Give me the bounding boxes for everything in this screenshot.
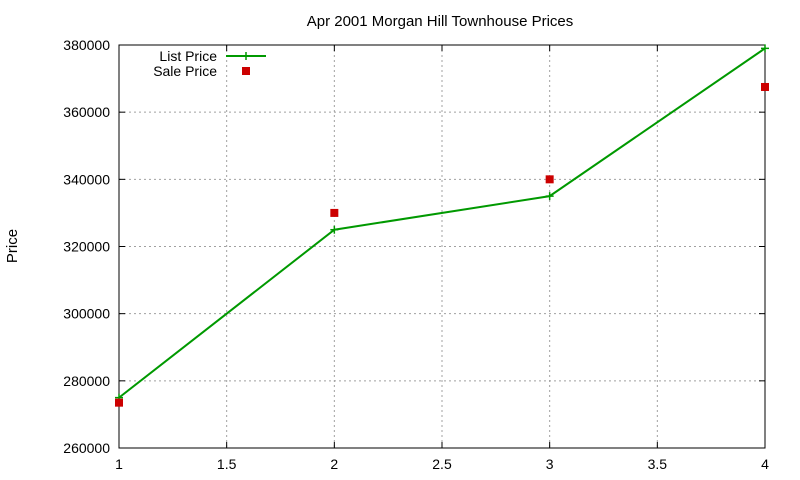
y-tick-label: 320000: [63, 239, 110, 255]
legend-label-sale-price: Sale Price: [153, 63, 217, 79]
x-tick-label: 3: [546, 456, 554, 472]
series-group: [115, 44, 769, 407]
x-tick-label: 1.5: [217, 456, 237, 472]
x-tick-label: 1: [115, 456, 123, 472]
list-price-point: [545, 192, 554, 201]
grid: [119, 45, 765, 448]
list-price-line: [118, 47, 766, 399]
y-tick-label: 340000: [63, 171, 110, 187]
axis-ticks: 1 1.5 2 2.5 3 3.5 4 260000 280000 300000 320000 340…: [63, 37, 769, 472]
chart-title: Apr 2001 Morgan Hill Townhouse Prices: [307, 13, 574, 30]
x-tick-label: 2: [330, 456, 338, 472]
legend-marker-list-price: [242, 52, 250, 60]
sale-price-point: [761, 82, 769, 91]
x-tick-label: 4: [761, 456, 769, 472]
legend-swatch-sale-price: [242, 67, 250, 75]
x-tick-label: 3.5: [648, 456, 668, 472]
sale-price-point: [330, 208, 339, 217]
sale-price-point: [115, 398, 123, 407]
legend-label-list-price: List Price: [159, 48, 217, 64]
list-price-point: [761, 44, 769, 53]
y-tick-label: 380000: [63, 37, 110, 53]
sale-price-point: [545, 175, 554, 184]
y-tick-label: 280000: [63, 373, 110, 389]
list-price-point: [330, 225, 339, 234]
y-tick-label: 300000: [63, 306, 110, 322]
y-axis-label: Price: [4, 229, 21, 263]
x-tick-label: 2.5: [432, 456, 452, 472]
y-tick-label: 260000: [63, 440, 110, 456]
y-tick-label: 360000: [63, 104, 110, 120]
